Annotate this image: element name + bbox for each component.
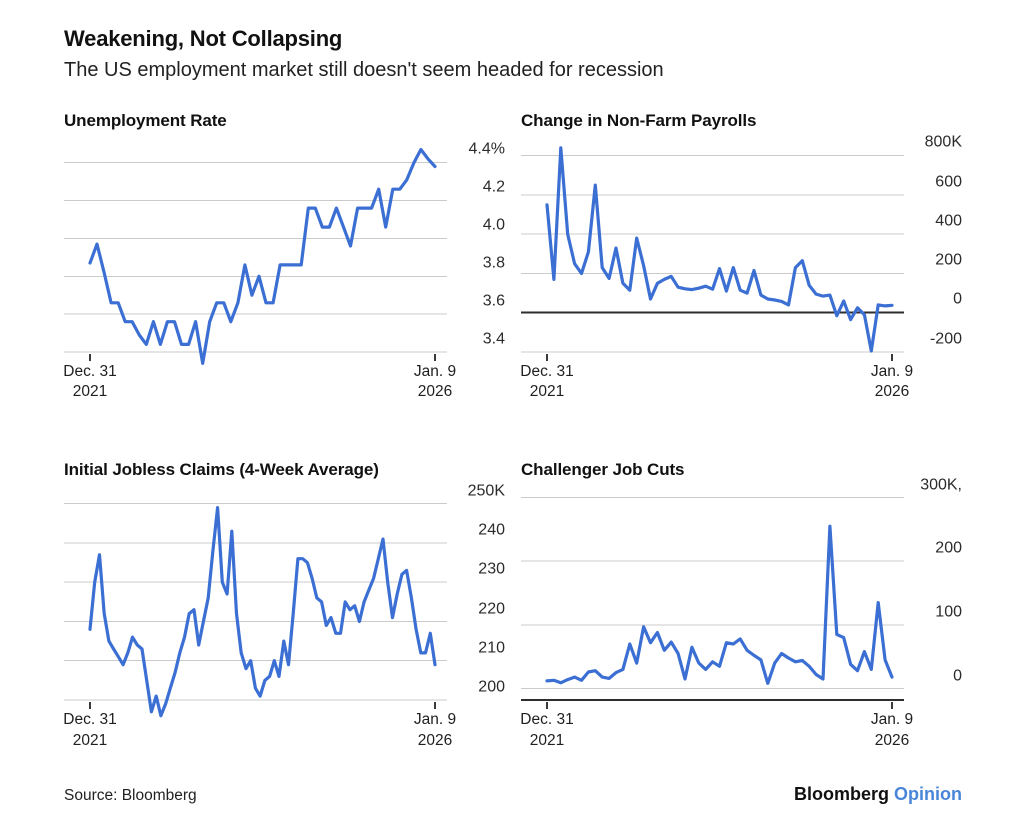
y-tick-label: 210 bbox=[478, 639, 505, 657]
y-tick-label: 100 bbox=[935, 603, 962, 621]
page-title: Weakening, Not Collapsing bbox=[64, 26, 343, 51]
data-series-line bbox=[88, 506, 437, 718]
y-tick-label: 4.2 bbox=[482, 178, 505, 196]
line-chart-canvas bbox=[521, 145, 904, 361]
y-axis-labels: 250K 240 230 220 210 200 bbox=[449, 482, 505, 728]
x-axis-labels: Dec. 31 2021 Jan. 9 2026 bbox=[63, 362, 456, 408]
y-tick-label: 800K bbox=[924, 133, 962, 151]
x-tick-label-start: Dec. 31 2021 bbox=[63, 362, 117, 401]
y-tick-label: 0 bbox=[953, 290, 962, 308]
line-chart-canvas bbox=[64, 503, 447, 718]
y-axis-labels: 4.4% 4.2 4.0 3.8 3.6 3.4 bbox=[449, 140, 505, 380]
data-series-line bbox=[88, 147, 437, 365]
chart-unemployment-rate: Unemployment Rate 4.4% 4.2 4.0 3.8 3.6 3.4 De… bbox=[63, 111, 505, 408]
y-tick-label: 0 bbox=[953, 667, 962, 685]
source-note: Source: Bloomberg bbox=[64, 787, 197, 805]
x-axis-labels: Dec. 31 2021 Jan. 9 2026 bbox=[63, 710, 456, 756]
chart-title-unemployment-rate: Unemployment Rate bbox=[64, 111, 227, 131]
footer: Source: Bloomberg Bloomberg Opinion bbox=[64, 784, 962, 805]
y-tick-label: 300K, bbox=[920, 476, 962, 494]
x-tick-label-start: Dec. 31 2021 bbox=[520, 711, 574, 749]
x-tick-label-end: Jan. 9 2026 bbox=[413, 711, 457, 749]
plot-area: 300K, 200 100 0 bbox=[521, 476, 962, 728]
y-axis-labels: 800K 600 400 200 0 -200 bbox=[906, 134, 962, 380]
y-tick-label: -200 bbox=[929, 330, 962, 348]
line-chart-canvas bbox=[64, 147, 447, 365]
page-subtitle: The US employment market still doesn't s… bbox=[64, 59, 664, 82]
chart-challenger-job-cuts: Challenger Job Cuts 300K, 200 100 0 Dec. 31… bbox=[520, 459, 962, 756]
y-tick-label: 200 bbox=[935, 539, 962, 557]
x-axis-labels: Dec. 31 2021 Jan. 9 2026 bbox=[520, 362, 913, 408]
plot-area: 800K 600 400 200 0 -200 bbox=[521, 134, 962, 380]
y-tick-label: 200 bbox=[935, 251, 962, 269]
chart-title-initial-jobless-claims: Initial Jobless Claims (4-Week Average) bbox=[64, 459, 379, 479]
x-tick-label-end: Jan. 9 2026 bbox=[870, 362, 914, 401]
y-tick-label: 200 bbox=[478, 678, 505, 696]
y-tick-label: 3.6 bbox=[482, 292, 505, 310]
charts-grid: Unemployment Rate 4.4% 4.2 4.0 3.8 3.6 3.4 De… bbox=[63, 111, 962, 756]
data-series-line bbox=[545, 145, 894, 353]
y-tick-label: 600 bbox=[935, 173, 962, 191]
line-chart-canvas bbox=[521, 497, 904, 710]
chart-nonfarm-payrolls: Change in Non-Farm Payrolls 800K 600 400 20… bbox=[520, 111, 962, 408]
chart-title-nonfarm-payrolls: Change in Non-Farm Payrolls bbox=[521, 111, 757, 131]
brand-opinion: Opinion bbox=[894, 784, 962, 805]
y-tick-label: 250K bbox=[467, 482, 505, 500]
y-tick-label: 4.0 bbox=[482, 216, 505, 234]
header: Weakening, Not Collapsing The US employm… bbox=[64, 26, 962, 83]
x-tick-label-start: Dec. 31 2021 bbox=[63, 711, 117, 749]
y-tick-label: 220 bbox=[478, 599, 505, 617]
chart-initial-jobless-claims: Initial Jobless Claims (4-Week Average) … bbox=[63, 459, 505, 756]
y-tick-label: 3.4 bbox=[482, 330, 505, 348]
x-tick-label-end: Jan. 9 2026 bbox=[413, 362, 457, 401]
bloomberg-opinion-logo: Bloomberg Opinion bbox=[794, 784, 962, 805]
brand-bloomberg: Bloomberg bbox=[793, 784, 889, 805]
y-tick-label: 400 bbox=[935, 212, 962, 230]
plot-area: 4.4% 4.2 4.0 3.8 3.6 3.4 bbox=[64, 140, 505, 380]
data-series-line bbox=[545, 524, 894, 686]
y-tick-label: 4.4% bbox=[468, 140, 505, 158]
y-tick-label: 3.8 bbox=[482, 254, 505, 272]
chart-title-challenger-job-cuts: Challenger Job Cuts bbox=[521, 459, 685, 479]
y-tick-label: 240 bbox=[478, 521, 505, 539]
y-axis-labels: 300K, 200 100 0 bbox=[906, 476, 962, 728]
y-tick-label: 230 bbox=[478, 560, 505, 578]
x-tick-label-start: Dec. 31 2021 bbox=[520, 362, 574, 401]
plot-area: 250K 240 230 220 210 200 bbox=[64, 482, 505, 728]
x-axis-labels: Dec. 31 2021 Jan. 9 2026 bbox=[520, 710, 913, 756]
x-tick-label-end: Jan. 9 2026 bbox=[870, 711, 914, 749]
